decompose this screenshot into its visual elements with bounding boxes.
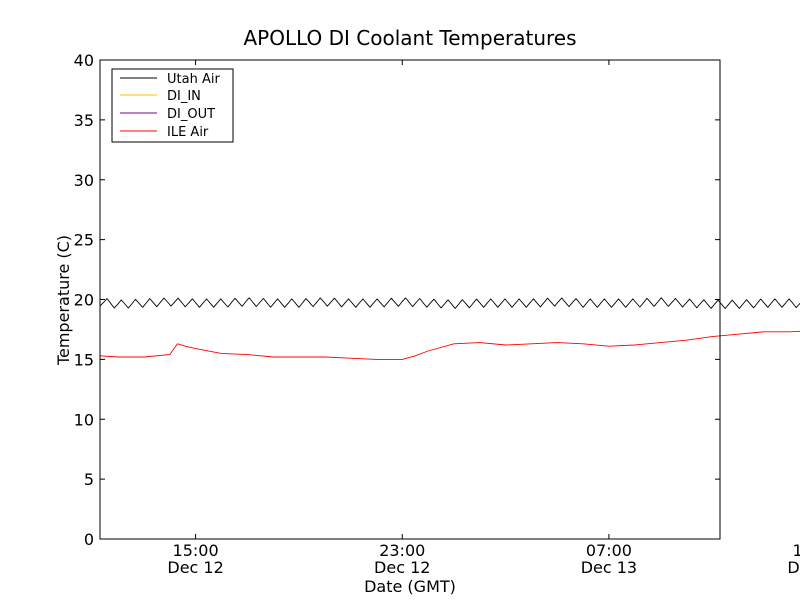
x-tick-label-time: 07:00 [586, 541, 632, 560]
y-tick-label: 0 [84, 530, 94, 549]
x-tick-label-date: Dec 12 [167, 558, 223, 577]
legend-label-di-in: DI_IN [167, 89, 201, 104]
series-line-ile-air [99, 330, 800, 360]
x-axis-title: Date (GMT) [364, 577, 456, 596]
legend-label-ile-air: ILE Air [167, 125, 209, 140]
x-tick-label-date: Dec 13 [581, 558, 637, 577]
x-tick-label-date: Dec 13 [787, 558, 800, 577]
x-tick-label-time: 15:00 [173, 541, 219, 560]
y-axis-title: Temperature (C) [54, 235, 73, 366]
y-tick-label: 35 [74, 111, 94, 130]
series-layer [99, 297, 800, 360]
y-tick-label: 10 [74, 410, 94, 429]
y-tick-label: 20 [74, 291, 94, 310]
x-tick-label-time: 23:00 [379, 541, 425, 560]
chart-title: APOLLO DI Coolant Temperatures [243, 26, 576, 50]
y-tick-label: 25 [74, 231, 94, 250]
legend-label-di-out: DI_OUT [167, 107, 215, 122]
y-tick-label: 15 [74, 350, 94, 369]
y-tick-label: 40 [74, 51, 94, 70]
y-tick-label: 5 [84, 470, 94, 489]
legend-label-utah-air: Utah Air [167, 72, 220, 87]
plot-frame [99, 59, 721, 540]
y-tick-label: 30 [74, 171, 94, 190]
legend: Utah Air DI_IN DI_OUT ILE Air [111, 68, 234, 143]
legend-box [111, 68, 234, 143]
x-tick-label-time: 15:00 [793, 541, 800, 560]
series-line-utah-air [99, 297, 800, 309]
x-tick-label-date: Dec 12 [374, 558, 430, 577]
